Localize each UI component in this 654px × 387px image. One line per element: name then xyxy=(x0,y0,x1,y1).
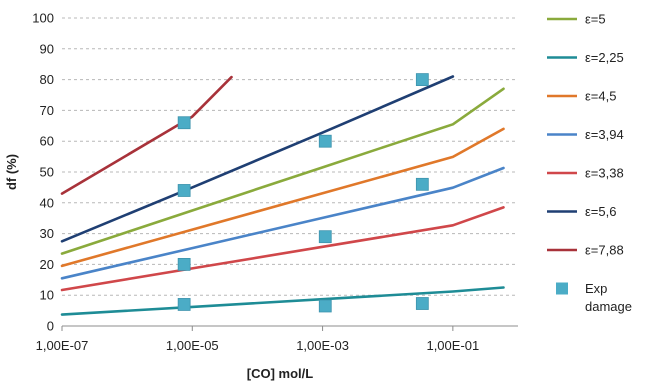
exp-damage-point xyxy=(318,230,332,244)
y-tick-label: 40 xyxy=(40,195,54,210)
y-tick-label: 60 xyxy=(40,134,54,149)
y-tick-label: 100 xyxy=(32,11,54,26)
y-tick-label: 80 xyxy=(40,72,54,87)
exp-damage-point xyxy=(177,184,191,197)
legend-label: damage xyxy=(585,299,632,314)
y-tick-label: 50 xyxy=(40,165,54,180)
legend-label: ε=5,6 xyxy=(585,204,616,219)
y-tick-label: 0 xyxy=(47,319,54,334)
legend-label: ε=2,25 xyxy=(585,50,624,65)
legend-label: ε=3,38 xyxy=(585,166,624,181)
y-tick-label: 30 xyxy=(40,226,54,241)
exp-damage-point xyxy=(177,257,191,271)
y-tick-labels: 0 10 20 30 40 50 60 70 80 90 100 xyxy=(32,11,54,334)
y-tick-label: 20 xyxy=(40,257,54,272)
series-line xyxy=(60,127,505,268)
series-line xyxy=(60,166,505,280)
x-axis-title: [CO] mol/L xyxy=(247,366,313,381)
x-tick-label: 1,00E-03 xyxy=(296,338,349,353)
y-tick-label: 10 xyxy=(40,288,54,303)
exp-damage-point xyxy=(415,73,429,86)
series-line xyxy=(60,75,233,195)
legend-label: Exp xyxy=(585,281,607,296)
exp-damage-point xyxy=(318,134,332,148)
series-line xyxy=(60,75,455,243)
x-tick-labels: 1,00E-07 1,00E-05 1,00E-03 1,00E-01 xyxy=(36,326,479,353)
exp-damage-point xyxy=(415,177,429,191)
series-line xyxy=(60,286,505,316)
y-tick-label: 70 xyxy=(40,103,54,118)
y-axis-title: df (%) xyxy=(4,154,19,190)
series-lines xyxy=(60,75,505,316)
legend: ε=5 ε=2,25 ε=4,5 ε=3,94 ε=3,38 ε=5,6 ε=7,88 Exp… xyxy=(547,12,632,314)
exp-damage-point xyxy=(318,299,332,313)
legend-label: ε=3,94 xyxy=(585,127,624,142)
legend-label: ε=4,5 xyxy=(585,89,616,104)
y-tick-label: 90 xyxy=(40,41,54,56)
x-tick-label: 1,00E-01 xyxy=(426,338,479,353)
exp-damage-points xyxy=(177,73,429,313)
exp-damage-point xyxy=(177,116,191,130)
series-line xyxy=(60,87,505,255)
x-tick-label: 1,00E-05 xyxy=(166,338,219,353)
exp-damage-point xyxy=(415,297,429,310)
series-line xyxy=(60,206,505,292)
legend-label: ε=7,88 xyxy=(585,243,624,258)
legend-label: ε=5 xyxy=(585,12,606,27)
legend-swatch xyxy=(556,282,568,295)
x-tick-label: 1,00E-07 xyxy=(36,338,89,353)
exp-damage-point xyxy=(177,298,191,311)
